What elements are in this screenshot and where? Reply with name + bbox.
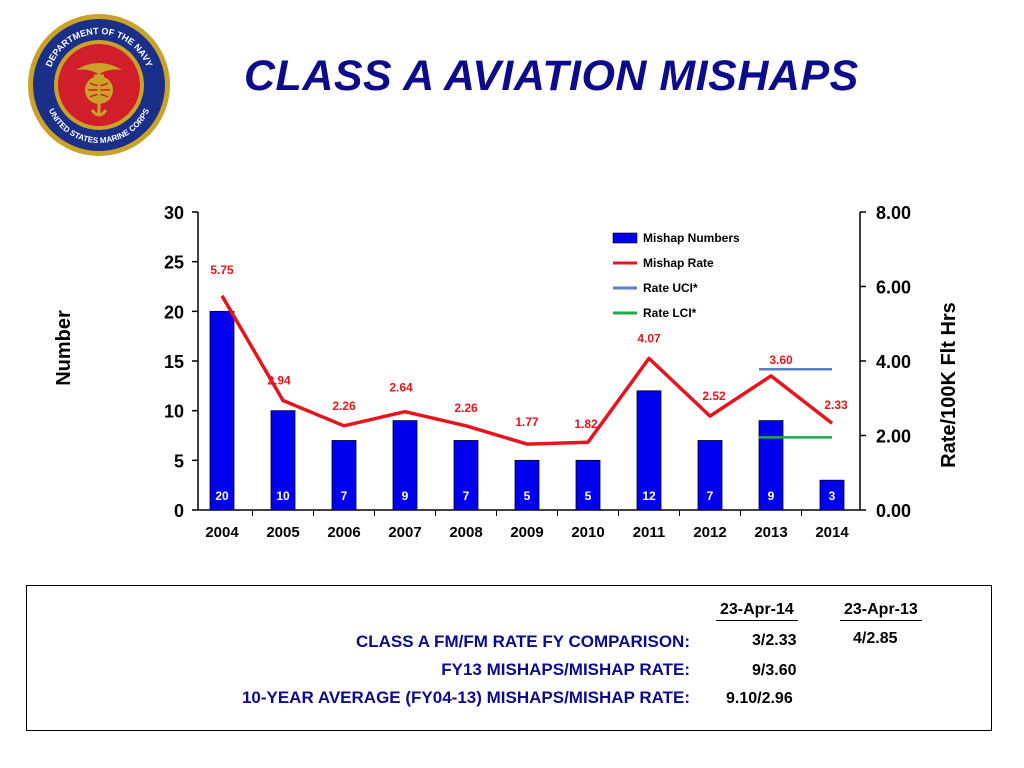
- y-tick-label: 25: [164, 253, 184, 273]
- comparison-table: [26, 585, 992, 731]
- mishap-rate-label: 1.77: [515, 415, 539, 429]
- y-tick-label: 20: [164, 302, 184, 322]
- bar-value-label: 9: [402, 489, 409, 503]
- row-value-fy-comparison-2014: 3/2.33: [752, 632, 797, 649]
- y2-tick-label: 8.00: [876, 203, 911, 223]
- col-header-2013: 23-Apr-13: [840, 601, 922, 621]
- bar: [636, 390, 662, 511]
- y-tick-label: 30: [164, 203, 184, 223]
- row-value-fy-comparison-2013: 4/2.85: [853, 630, 898, 647]
- row-label-fy-comparison: CLASS A FM/FM RATE FY COMPARISON:: [355, 632, 690, 651]
- mishap-rate-label: 5.75: [210, 263, 234, 277]
- x-tick-label: 2011: [633, 524, 666, 541]
- bar-value-label: 7: [341, 489, 348, 503]
- x-tick-label: 2013: [754, 524, 787, 541]
- legend-label: Mishap Rate: [643, 256, 714, 270]
- mishap-rate-label: 2.64: [389, 381, 413, 395]
- mishap-rate-label: 1.82: [574, 417, 598, 431]
- x-tick-label: 2005: [266, 524, 299, 541]
- page-title: CLASS A AVIATION MISHAPS: [244, 52, 859, 100]
- bar-value-label: 5: [585, 489, 592, 503]
- bar: [270, 410, 296, 511]
- col-header-2014: 23-Apr-14: [716, 601, 798, 621]
- x-tick-label: 2006: [327, 524, 360, 541]
- y-axis-label: Number: [53, 310, 75, 386]
- x-tick-label: 2012: [693, 524, 726, 541]
- bar: [697, 440, 723, 511]
- bar: [575, 459, 601, 511]
- bar-value-label: 5: [524, 489, 531, 503]
- bar-value-label: 10: [276, 489, 290, 503]
- y-tick-label: 10: [164, 402, 184, 422]
- row-value-10yr-average: 9.10/2.96: [726, 690, 793, 707]
- y-tick-label: 5: [174, 451, 184, 471]
- legend-swatch: [612, 232, 638, 244]
- bar-value-label: 7: [463, 489, 470, 503]
- y2-axis-label: Rate/100K Flt Hrs: [938, 302, 960, 468]
- bar: [758, 420, 784, 511]
- y-tick-label: 15: [164, 352, 184, 372]
- mishap-rate-label: 3.60: [769, 353, 793, 367]
- legend-label: Rate UCI*: [643, 281, 698, 295]
- row-label-10yr-average: 10-YEAR AVERAGE (FY04-13) MISHAPS/MISHAP…: [241, 688, 690, 707]
- bar: [453, 440, 479, 511]
- x-tick-label: 2014: [815, 524, 849, 541]
- bar-value-label: 20: [215, 489, 229, 503]
- marine-corps-seal: DEPARTMENT OF THE NAVY UNITED STATES MAR…: [28, 14, 170, 156]
- x-tick-label: 2008: [449, 524, 482, 541]
- mishap-chart: 0 5 10 15 20 25 30 0.00 2.00 4.00 6.00 8.00 2004 2005…: [53, 203, 960, 541]
- bar: [209, 310, 235, 511]
- bar-value-label: 12: [642, 489, 656, 503]
- y2-tick-label: 2.00: [876, 427, 911, 447]
- eagle-globe-anchor-icon: [76, 63, 122, 117]
- bar-value-label: 9: [768, 489, 775, 503]
- mishap-rate-label: 2.94: [267, 373, 291, 387]
- row-label-fy13: FY13 MISHAPS/MISHAP RATE:: [441, 660, 690, 679]
- x-tick-label: 2010: [571, 524, 604, 541]
- legend-label: Rate LCI*: [643, 306, 697, 320]
- x-tick-label: 2004: [205, 524, 239, 541]
- y2-tick-label: 6.00: [876, 278, 911, 298]
- x-tick-label: 2007: [388, 524, 421, 541]
- mishap-rate-label: 2.52: [702, 389, 726, 403]
- bar-value-label: 3: [829, 489, 836, 503]
- mishap-rate-label: 2.26: [454, 401, 478, 415]
- bar: [392, 420, 418, 511]
- bar: [331, 440, 357, 511]
- y2-tick-label: 0.00: [876, 501, 911, 521]
- bar: [819, 479, 845, 511]
- row-value-fy13: 9/3.60: [752, 662, 797, 679]
- bar-value-label: 7: [707, 489, 714, 503]
- y2-tick-label: 4.00: [876, 352, 911, 372]
- mishap-rate-label: 2.33: [824, 398, 848, 412]
- y-tick-label: 0: [174, 501, 184, 521]
- x-tick-label: 2009: [510, 524, 543, 541]
- legend-label: Mishap Numbers: [643, 231, 740, 245]
- bar: [514, 459, 540, 511]
- mishap-rate-label: 2.26: [332, 399, 356, 413]
- mishap-rate-label: 4.07: [637, 331, 661, 345]
